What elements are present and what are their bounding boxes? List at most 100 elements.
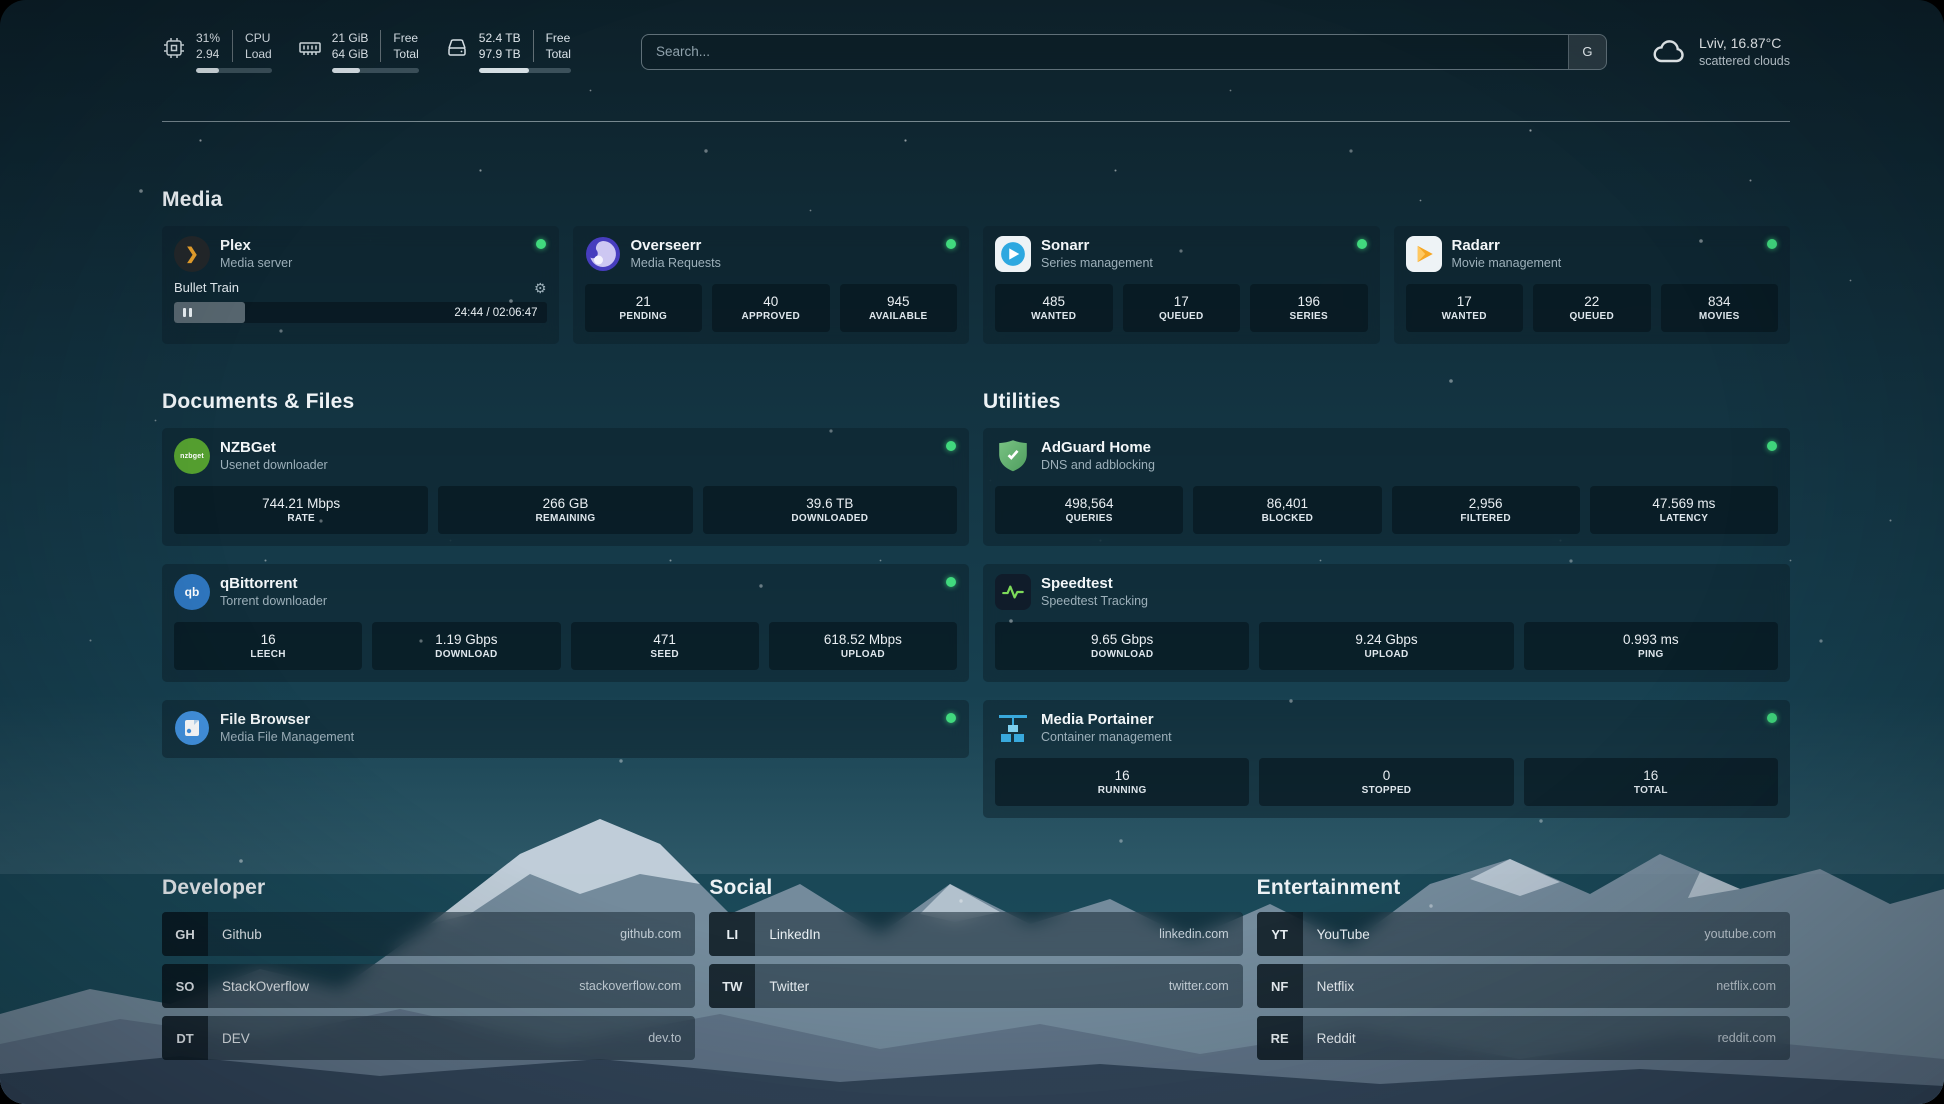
bookmark-name: Github (222, 926, 262, 942)
stat-label: BLOCKED (1261, 513, 1314, 524)
bookmark-reddit[interactable]: RE Reddit reddit.com (1256, 1016, 1790, 1060)
disk-free-label: Free (545, 31, 571, 45)
bookmark-abbr: GH (162, 912, 208, 956)
disk-total-value: 97.9 TB (478, 47, 521, 61)
search-provider-button[interactable]: G (1567, 34, 1606, 69)
speedtest-card[interactable]: Speedtest Speedtest Tracking 9.65 Gbps D… (983, 564, 1790, 682)
gear-icon[interactable]: ⚙ (533, 279, 547, 296)
qbittorrent-status-dot (946, 577, 956, 587)
sonarr-status-dot (1356, 239, 1367, 249)
disk-usage-fill (478, 68, 529, 73)
filebrowser-desc: Media File Management (220, 730, 355, 744)
radarr-card[interactable]: Radarr Movie management 17 WANTED 22 QUE… (1393, 226, 1790, 344)
overseerr-card[interactable]: Overseerr Media Requests 21 PENDING 40 A… (572, 226, 969, 344)
stat-value: 17 (1456, 294, 1472, 309)
stat-box: 17 QUEUED (1122, 284, 1240, 332)
bookmark-youtube[interactable]: YT YouTube youtube.com (1256, 912, 1790, 956)
overseerr-name: Overseerr (630, 237, 702, 254)
stat-label: RATE (287, 513, 315, 524)
sonarr-card[interactable]: Sonarr Series management 485 WANTED 17 Q… (983, 226, 1380, 344)
bookmark-netflix[interactable]: NF Netflix netflix.com (1256, 964, 1790, 1008)
disk-free-value: 52.4 TB (478, 31, 521, 45)
stat-label: TOTAL (1633, 785, 1668, 796)
cloud-icon (1651, 34, 1687, 70)
bookmark-name: YouTube (1316, 926, 1370, 942)
stat-box: 471 SEED (570, 622, 759, 670)
section-title-media: Media (162, 188, 223, 211)
nzbget-icon-text: nzbget (180, 452, 204, 460)
portainer-desc: Container management (1041, 730, 1172, 744)
bookmark-url: dev.to (648, 1031, 682, 1045)
bookmark-url: twitter.com (1168, 979, 1229, 993)
bookmark-dev[interactable]: DT DEV dev.to (162, 1016, 696, 1060)
bookmark-twitter[interactable]: TW Twitter twitter.com (709, 964, 1243, 1008)
stat-label: DOWNLOAD (1090, 649, 1154, 660)
stat-value: 471 (653, 632, 676, 647)
portainer-name: Media Portainer (1041, 711, 1154, 728)
section-title-entertainment: Entertainment (1256, 876, 1401, 899)
radarr-name: Radarr (1451, 237, 1500, 254)
disk-icon (445, 36, 469, 60)
stat-label: AVAILABLE (869, 311, 928, 322)
weather-condition: scattered clouds (1698, 53, 1790, 68)
bookmark-linkedin[interactable]: LI LinkedIn linkedin.com (709, 912, 1243, 956)
stat-value: 16 (1643, 768, 1659, 783)
qbittorrent-name: qBittorrent (220, 575, 298, 592)
adguard-status-dot (1767, 441, 1777, 451)
playback-progress-bar[interactable]: 24:44 / 02:06:47 (174, 302, 547, 323)
stat-box: 1.19 Gbps DOWNLOAD (372, 622, 561, 670)
overseerr-status-dot (946, 239, 956, 249)
bookmark-github[interactable]: GH Github github.com (162, 912, 696, 956)
filebrowser-card[interactable]: File Browser Media File Management (162, 700, 969, 758)
plex-name: Plex (220, 237, 251, 254)
stat-value: 498,564 (1064, 496, 1114, 511)
stat-label: RUNNING (1097, 785, 1147, 796)
stat-box: 16 LEECH (174, 622, 363, 670)
stat-label: DOWNLOAD (435, 649, 498, 660)
bookmark-url: linkedin.com (1159, 927, 1229, 941)
filebrowser-status-dot (946, 713, 956, 723)
stat-value: 86,401 (1266, 496, 1309, 511)
weather-widget[interactable]: Lviv, 16.87°C scattered clouds (1651, 34, 1790, 70)
plex-status-dot (535, 239, 546, 249)
memory-usage-bar (331, 68, 419, 73)
plex-card[interactable]: ❯ Plex Media server Bullet Train ⚙ (162, 226, 559, 344)
stat-label: UPLOAD (840, 649, 885, 660)
cpu-widget: 31% 2.94 CPU Load (162, 30, 272, 73)
stat-value: 618.52 Mbps (823, 632, 902, 647)
stat-value: 744.21 Mbps (262, 496, 341, 511)
cpu-load-value: 2.94 (196, 47, 220, 61)
top-bar: 31% 2.94 CPU Load (162, 0, 1790, 73)
stat-box: 86,401 BLOCKED (1193, 486, 1382, 534)
stat-box: 266 GB REMAINING (438, 486, 693, 534)
adguard-card[interactable]: AdGuard Home DNS and adblocking 498,564 … (983, 428, 1790, 546)
overseerr-desc: Media Requests (630, 256, 721, 270)
bookmark-abbr: NF (1256, 964, 1303, 1008)
stat-box: 47.569 ms LATENCY (1589, 486, 1778, 534)
radarr-status-dot (1767, 239, 1777, 249)
stat-label: MOVIES (1698, 311, 1740, 322)
pause-button[interactable] (174, 302, 200, 323)
section-title-developer: Developer (162, 876, 266, 899)
stat-value: 0.993 ms (1623, 632, 1679, 647)
nzbget-card[interactable]: nzbget NZBGet Usenet downloader 744.21 M… (162, 428, 969, 546)
bookmark-stackoverflow[interactable]: SO StackOverflow stackoverflow.com (162, 964, 696, 1008)
nzbget-desc: Usenet downloader (220, 458, 328, 472)
section-social: Social LI LinkedIn linkedin.com TW Twitt… (709, 876, 1243, 1008)
stat-label: WANTED (1441, 311, 1487, 322)
bookmark-abbr: LI (709, 912, 756, 956)
stat-value: 22 (1584, 294, 1600, 309)
stat-label: PING (1637, 649, 1664, 660)
bookmark-abbr: DT (162, 1016, 208, 1060)
adguard-desc: DNS and adblocking (1041, 458, 1155, 472)
qbittorrent-card[interactable]: qb qBittorrent Torrent downloader 16 LEE… (162, 564, 969, 682)
portainer-card[interactable]: Media Portainer Container management 16 … (983, 700, 1790, 818)
plex-icon: ❯ (174, 236, 210, 272)
memory-usage-fill (331, 68, 361, 73)
weather-location: Lviv, 16.87°C (1698, 34, 1782, 51)
stat-value: 47.569 ms (1652, 496, 1716, 511)
stat-value: 1.19 Gbps (435, 632, 498, 647)
stat-label: DOWNLOADED (791, 513, 869, 524)
search-input[interactable] (641, 34, 1568, 69)
stat-box: 618.52 Mbps UPLOAD (768, 622, 957, 670)
